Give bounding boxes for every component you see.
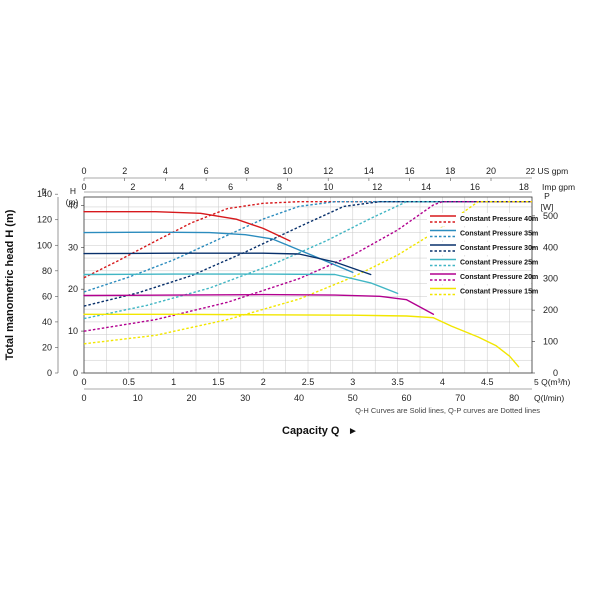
y-tick-label-w: 200 — [543, 305, 558, 315]
x-tick-label-lmin: 30 — [240, 393, 250, 403]
y-tick-label-m: 10 — [68, 326, 78, 336]
qh-curve — [83, 231, 354, 274]
legend-label: Constant Pressure 15m — [460, 289, 538, 296]
x-tick-label-lmin: 80 — [509, 393, 519, 403]
y-unit-label-m: H — [70, 186, 76, 196]
x-unit-label-m3h: 5 Q(m³/h) — [534, 377, 571, 387]
legend-label: Constant Pressure 25m — [460, 260, 538, 267]
x-tick-label-lmin: 50 — [348, 393, 358, 403]
x-unit-label-lmin: Q(l/min) — [534, 393, 564, 403]
qh-curve — [83, 210, 291, 242]
y-tick-label-ft: 60 — [42, 291, 52, 301]
legend: Constant Pressure 40m Constant Pressure 3… — [427, 213, 538, 299]
y-tick-label-w: 300 — [543, 274, 558, 284]
x-tick-label-m3h: 1 — [171, 377, 176, 387]
qh-curve — [83, 293, 435, 315]
y-tick-label-m: 30 — [68, 242, 78, 252]
x-tick-label-m3h: 3 — [350, 377, 355, 387]
y-tick-label-w: 0 — [553, 368, 558, 378]
qh-curve — [83, 252, 372, 276]
qh-curve — [83, 273, 399, 295]
x-tick-label-usgpm: 12 — [323, 166, 333, 176]
y-tick-label-ft: 120 — [37, 215, 52, 225]
y-tick-label-m: 20 — [68, 284, 78, 294]
x-tick-label-m3h: 3.5 — [391, 377, 404, 387]
x-tick-label-usgpm: 16 — [405, 166, 415, 176]
x-tick-label-impgpm: 6 — [228, 182, 233, 192]
x-tick-label-lmin: 20 — [187, 393, 197, 403]
y-tick-label-ft: 100 — [37, 240, 52, 250]
x-tick-label-m3h: 2 — [261, 377, 266, 387]
y-tick-label-w: 400 — [543, 242, 558, 252]
x-tick-label-m3h: 1.5 — [212, 377, 225, 387]
series-layer — [83, 200, 532, 368]
qh-curve — [83, 313, 520, 368]
qp-curve — [83, 200, 532, 345]
x-tick-label-m3h: 4 — [440, 377, 445, 387]
x-tick-label-usgpm: 2 — [122, 166, 127, 176]
x-tick-label-impgpm: 10 — [323, 182, 333, 192]
x-unit-label-impgpm: Imp gpm — [542, 182, 575, 192]
qp-curve — [83, 200, 532, 332]
y-tick-label-w: 500 — [543, 211, 558, 221]
x-tick-label-usgpm: 6 — [204, 166, 209, 176]
y-tick-label-ft: 140 — [37, 189, 52, 199]
y-tick-label-ft: 20 — [42, 342, 52, 352]
x-tick-label-usgpm: 0 — [81, 166, 86, 176]
x-tick-label-impgpm: 4 — [179, 182, 184, 192]
y-tick-label-ft: 40 — [42, 317, 52, 327]
legend-label: Constant Pressure 35m — [460, 231, 538, 238]
x-tick-label-impgpm: 8 — [277, 182, 282, 192]
y-unit-symbol-w: P — [544, 191, 550, 201]
qp-curve — [83, 200, 532, 279]
y-unit-label-w: [W] — [541, 202, 554, 212]
y-tick-label-m: 0 — [73, 368, 78, 378]
x-tick-label-usgpm: 10 — [282, 166, 292, 176]
x-tick-label-usgpm: 14 — [364, 166, 374, 176]
x-tick-label-usgpm: 20 — [486, 166, 496, 176]
axes: 0 0.5 1 1.5 2 2.5 3 3.5 4 4.5 5 Q(m³/h)0 10 20 30 40 50… — [37, 166, 575, 403]
curve-style-note: Q-H Curves are Solid lines, Q-P curves a… — [355, 406, 540, 415]
x-tick-label-lmin: 0 — [81, 393, 86, 403]
x-tick-label-impgpm: 16 — [470, 182, 480, 192]
y-unit-label-m-sub: (m) — [66, 197, 79, 207]
x-unit-label-usgpm: 22 US gpm — [526, 166, 569, 176]
x-tick-label-usgpm: 18 — [445, 166, 455, 176]
x-axis-title-arrow: ► — [348, 426, 358, 437]
x-tick-label-impgpm: 0 — [81, 182, 86, 192]
x-tick-label-m3h: 0 — [81, 377, 86, 387]
x-tick-label-lmin: 60 — [402, 393, 412, 403]
x-tick-label-impgpm: 14 — [421, 182, 431, 192]
x-tick-label-m3h: 2.5 — [302, 377, 315, 387]
x-tick-label-m3h: 0.5 — [123, 377, 136, 387]
qp-curve — [83, 200, 532, 320]
y-axis-title: Total manometric head H (m) — [4, 209, 16, 360]
x-tick-label-impgpm: 12 — [372, 182, 382, 192]
x-tick-label-lmin: 70 — [455, 393, 465, 403]
legend-label: Constant Pressure 20m — [460, 274, 538, 281]
x-axis-title: Capacity Q — [282, 425, 340, 437]
x-tick-label-lmin: 40 — [294, 393, 304, 403]
y-unit-label-ft: ft — [42, 186, 47, 196]
plot-frame — [83, 196, 533, 374]
x-tick-label-usgpm: 8 — [244, 166, 249, 176]
legend-label: Constant Pressure 40m — [460, 216, 538, 223]
x-tick-label-usgpm: 4 — [163, 166, 168, 176]
y-tick-label-w: 100 — [543, 337, 558, 347]
x-tick-label-m3h: 4.5 — [481, 377, 494, 387]
y-tick-label-ft: 0 — [47, 368, 52, 378]
y-tick-label-ft: 80 — [42, 266, 52, 276]
x-tick-label-impgpm: 2 — [130, 182, 135, 192]
y-tick-label-m: 40 — [68, 200, 78, 210]
x-tick-label-lmin: 10 — [133, 393, 143, 403]
legend-label: Constant Pressure 30m — [460, 245, 538, 252]
x-tick-label-impgpm: 18 — [519, 182, 529, 192]
